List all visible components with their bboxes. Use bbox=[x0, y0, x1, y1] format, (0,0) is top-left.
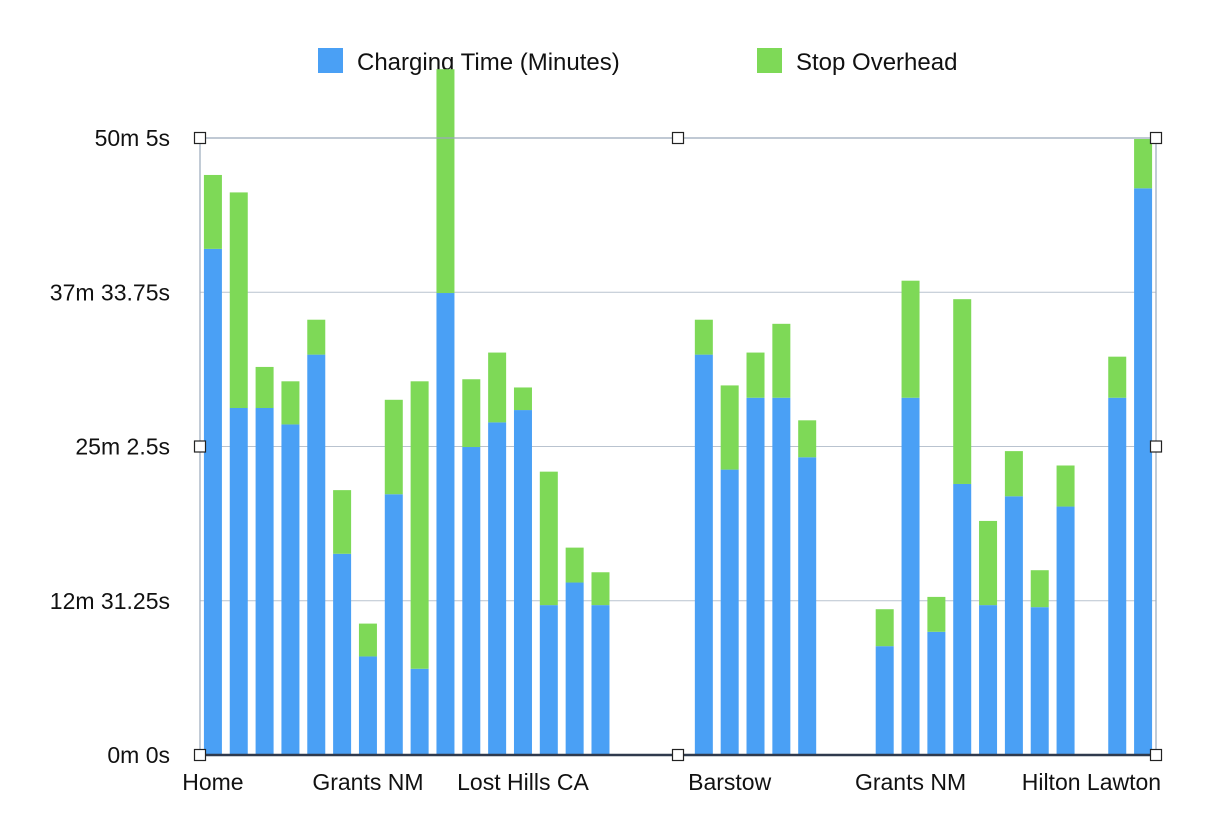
bar-stop-overhead bbox=[1134, 139, 1153, 189]
bar-charging-time bbox=[1056, 506, 1075, 755]
bar-charging-time bbox=[229, 408, 248, 755]
bar-stop-overhead bbox=[875, 609, 894, 647]
bar-stop-overhead bbox=[281, 381, 300, 425]
x-axis: Home Grants NM Lost Hills CA Barstow Grants … bbox=[182, 769, 1161, 795]
bar-charging-time bbox=[307, 354, 326, 755]
x-tick-label: Barstow bbox=[688, 769, 771, 795]
bar-stop-overhead bbox=[203, 174, 222, 249]
bar-charging-time bbox=[203, 248, 222, 755]
bar-charging-time bbox=[772, 397, 791, 755]
x-tick-label: Grants NM bbox=[312, 769, 423, 795]
bar-charging-time bbox=[436, 293, 455, 755]
selection-handle[interactable] bbox=[671, 131, 685, 145]
bar-stop-overhead bbox=[694, 319, 713, 355]
bar-charging-time bbox=[281, 424, 300, 755]
bar-charging-time bbox=[875, 646, 894, 755]
bar-stop-overhead bbox=[539, 471, 558, 606]
bar-charging-time bbox=[694, 354, 713, 755]
bar-stop-overhead bbox=[1056, 465, 1075, 507]
bar-stop-overhead bbox=[953, 299, 972, 484]
legend-label-stop-overhead: Stop Overhead bbox=[796, 49, 957, 76]
bar-charging-time bbox=[1030, 607, 1049, 755]
bar-charging-time bbox=[927, 631, 946, 755]
legend-swatch-charging-time bbox=[318, 48, 343, 73]
bar-charging-time bbox=[901, 397, 920, 755]
bar-charging-time bbox=[255, 408, 274, 755]
bar-stop-overhead bbox=[927, 596, 946, 632]
bar-charging-time bbox=[410, 668, 429, 755]
bar-charging-time bbox=[513, 410, 532, 755]
bar-stop-overhead bbox=[513, 387, 532, 411]
x-tick-label: Hilton Lawton bbox=[1022, 769, 1161, 795]
y-tick-label: 25m 2.5s bbox=[75, 434, 170, 460]
bar-stop-overhead bbox=[1108, 356, 1127, 398]
x-tick-label: Grants NM bbox=[855, 769, 966, 795]
bar-stop-overhead bbox=[384, 399, 403, 495]
bar-charging-time bbox=[1004, 496, 1023, 755]
bar-charging-time bbox=[1108, 397, 1127, 755]
y-tick-label: 37m 33.75s bbox=[50, 279, 170, 305]
bars bbox=[203, 69, 1153, 755]
bar-stop-overhead bbox=[436, 69, 455, 294]
bar-charging-time bbox=[591, 605, 610, 755]
bar-charging-time bbox=[333, 553, 352, 755]
bar-charging-time bbox=[462, 447, 481, 755]
selection-handle[interactable] bbox=[1149, 131, 1163, 145]
y-tick-label: 50m 5s bbox=[95, 125, 170, 151]
x-tick-label: Lost Hills CA bbox=[457, 769, 589, 795]
bar-charging-time bbox=[358, 656, 377, 755]
bar-stop-overhead bbox=[720, 385, 739, 470]
bar-stop-overhead bbox=[772, 323, 791, 398]
bar-charging-time bbox=[979, 605, 998, 755]
bar-charging-time bbox=[488, 422, 507, 755]
bar-stop-overhead bbox=[1004, 451, 1023, 497]
bar-stop-overhead bbox=[901, 280, 920, 398]
bar-charging-time bbox=[1134, 188, 1153, 755]
y-tick-label: 12m 31.25s bbox=[50, 588, 170, 614]
selection-handle[interactable] bbox=[193, 131, 207, 145]
bar-charging-time bbox=[953, 483, 972, 755]
bar-stop-overhead bbox=[1030, 570, 1049, 608]
bar-charging-time bbox=[539, 605, 558, 755]
bar-charging-time bbox=[384, 494, 403, 755]
bar-stop-overhead bbox=[410, 381, 429, 669]
bar-stop-overhead bbox=[229, 192, 248, 409]
bar-stop-overhead bbox=[333, 490, 352, 554]
selection-handle[interactable] bbox=[193, 748, 207, 762]
selection-handle[interactable] bbox=[671, 748, 685, 762]
selection-handles[interactable] bbox=[193, 131, 1163, 762]
y-tick-label: 0m 0s bbox=[107, 742, 170, 768]
bar-stop-overhead bbox=[565, 547, 584, 583]
bar-stop-overhead bbox=[358, 623, 377, 657]
selection-handle[interactable] bbox=[1149, 440, 1163, 453]
x-tick-label: Home bbox=[182, 769, 243, 795]
bar-stop-overhead bbox=[462, 379, 481, 448]
bar-charging-time bbox=[720, 469, 739, 755]
bar-stop-overhead bbox=[307, 319, 326, 355]
y-axis: 0m 0s 12m 31.25s 25m 2.5s 37m 33.75s 50m 5s bbox=[50, 125, 170, 768]
bar-stop-overhead bbox=[591, 572, 610, 606]
bar-stop-overhead bbox=[255, 366, 274, 409]
bar-charging-time bbox=[798, 457, 817, 755]
bar-stop-overhead bbox=[798, 420, 817, 458]
bar-stop-overhead bbox=[979, 520, 998, 606]
bar-charging-time bbox=[565, 582, 584, 755]
legend-label-charging-time: Charging Time (Minutes) bbox=[357, 49, 620, 76]
selection-handle[interactable] bbox=[1149, 748, 1163, 762]
selection-handle[interactable] bbox=[193, 440, 207, 453]
legend: Charging Time (Minutes) Stop Overhead bbox=[318, 48, 957, 76]
bar-charging-time bbox=[746, 397, 765, 755]
bar-stop-overhead bbox=[746, 352, 765, 398]
legend-swatch-stop-overhead bbox=[757, 48, 782, 73]
bar-stop-overhead bbox=[488, 352, 507, 423]
